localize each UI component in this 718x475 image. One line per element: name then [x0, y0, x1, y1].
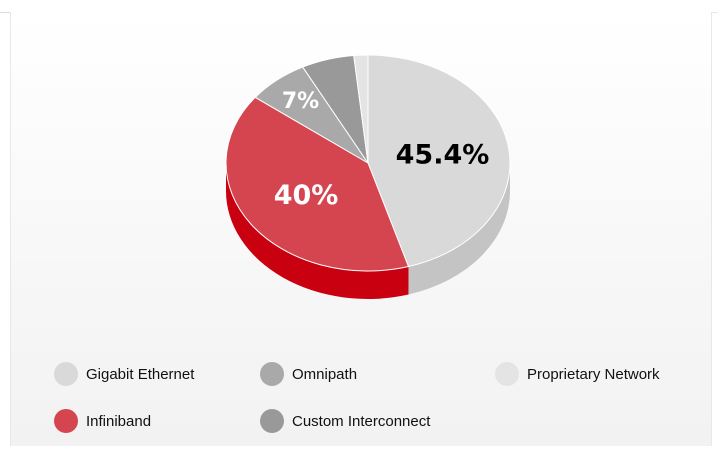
legend-item-proprietary-network[interactable]: Proprietary Network — [495, 361, 660, 387]
pie-sides — [226, 163, 510, 299]
legend-swatch — [260, 362, 284, 386]
legend-swatch — [495, 362, 519, 386]
pie-slice-infiniband[interactable] — [225, 96, 410, 272]
legend-item-custom-interconnect[interactable]: Custom Interconnect — [260, 408, 430, 434]
pie-side-infiniband — [226, 163, 409, 299]
pie-slice-proprietary-network[interactable] — [353, 54, 369, 164]
pie-slice-gigabit-ethernet[interactable] — [367, 54, 511, 268]
legend-item-infiniband[interactable]: Infiniband — [54, 408, 151, 434]
legend-label: Infiniband — [86, 412, 152, 430]
legend-label: Omnipath — [292, 365, 358, 383]
legend-item-omnipath[interactable]: Omnipath — [260, 361, 357, 387]
pie-side-gigabit-ethernet — [408, 163, 510, 295]
legend-swatch — [54, 409, 78, 433]
legend-label: Proprietary Network — [527, 365, 660, 383]
legend-label: Gigabit Ethernet — [86, 365, 195, 383]
data-label-omnipath: 7% — [282, 89, 319, 114]
pie-tops — [225, 54, 511, 272]
legend-swatch — [54, 362, 78, 386]
data-label-infiniband: 40% — [274, 180, 339, 211]
legend-label: Custom Interconnect — [292, 412, 431, 430]
pie-data-labels: 45.4% 40% 7% — [274, 89, 490, 211]
legend-swatch — [260, 409, 284, 433]
data-label-gigabit-ethernet: 45.4% — [396, 139, 490, 170]
legend-item-gigabit-ethernet[interactable]: Gigabit Ethernet — [54, 361, 194, 387]
